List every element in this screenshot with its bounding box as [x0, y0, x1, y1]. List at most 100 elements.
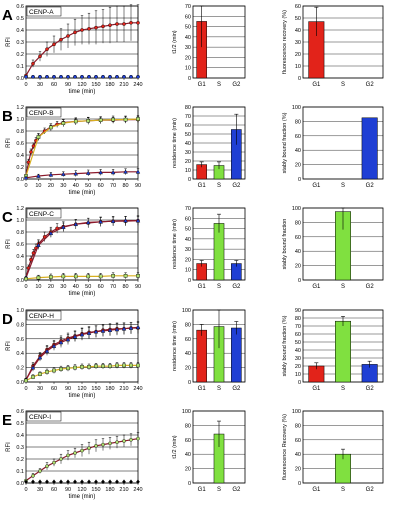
data-point [94, 443, 98, 448]
data-point [52, 368, 56, 373]
data-point [80, 28, 84, 32]
plot-frame [302, 106, 384, 180]
y-tick-label: 60 [185, 14, 191, 20]
y-tick-label: 90 [295, 308, 301, 314]
data-point [87, 26, 91, 31]
y-tick-label: 20 [185, 55, 191, 61]
y-tick-label: 20 [185, 366, 191, 372]
data-point [31, 61, 35, 66]
data-point [44, 348, 50, 353]
data-point [107, 327, 113, 332]
data-point [94, 25, 98, 30]
y-tick-label: 0.6 [16, 141, 24, 147]
data-point [122, 479, 126, 485]
x-tick-label: 90 [135, 284, 141, 290]
panel-1-1: 0 10 20 30 40 50 60 70 80 residence time (min) G1 S… [172, 105, 246, 189]
data-point [73, 365, 77, 370]
series-1 [24, 479, 140, 485]
data-point [123, 218, 128, 223]
data-point [108, 479, 112, 485]
series-0 [24, 215, 140, 281]
category-label: G1 [198, 487, 207, 493]
y-axis-label: stably bound fraction [282, 219, 288, 270]
y-tick-label: 0.2 [16, 266, 24, 272]
fit-curve [25, 275, 138, 280]
category-label: G2 [232, 386, 241, 392]
panel-letter: A [2, 7, 13, 24]
y-tick-label: 20 [295, 163, 301, 169]
plot-frame [25, 309, 139, 383]
x-tick-label: 30 [37, 386, 43, 392]
category-label: G1 [312, 386, 321, 392]
data-point [49, 275, 53, 279]
data-point [80, 479, 84, 485]
category-label: S [341, 487, 345, 493]
data-point [86, 118, 91, 123]
bar-g1 [196, 329, 207, 383]
data-point [80, 365, 84, 369]
y-tick-label: 0.4 [16, 28, 24, 34]
y-tick-label: 0.4 [16, 433, 24, 439]
panel-0-1: 0 10 20 30 40 50 60 70 t1/2 (min) G1 S G2 [172, 4, 246, 88]
category-label: G1 [312, 284, 321, 290]
data-point [66, 75, 70, 79]
y-tick-label: 40 [295, 148, 301, 154]
panel-letter: C [2, 209, 13, 226]
data-point [101, 442, 105, 447]
y-tick-label: 0.0 [16, 76, 24, 82]
y-tick-label: 0 [188, 177, 191, 183]
panel-0-2: 0 10 20 30 40 50 60 fluorescence recovery (%) G1… [282, 4, 384, 88]
category-label: S [217, 386, 221, 392]
y-tick-label: 0.8 [16, 230, 24, 236]
data-point [79, 332, 85, 337]
data-point [48, 230, 54, 235]
y-tick-label: 0.1 [16, 469, 24, 475]
x-tick-label: 150 [91, 386, 100, 392]
y-tick-label: 1.2 [16, 206, 24, 212]
data-point [29, 150, 33, 154]
y-axis-label: t1/2 (min) [172, 30, 178, 53]
x-tick-label: 20 [48, 183, 54, 189]
data-point [87, 446, 91, 451]
category-label: S [341, 284, 345, 290]
data-point [38, 479, 42, 485]
y-tick-label: 60 [185, 438, 191, 444]
title-box [26, 6, 62, 17]
data-point [129, 479, 133, 485]
data-point [36, 173, 41, 178]
y-tick-label: 100 [292, 409, 301, 415]
x-tick-label: 180 [105, 82, 114, 88]
data-point [122, 22, 126, 26]
x-tick-label: 20 [48, 284, 54, 290]
data-point [114, 327, 120, 332]
y-tick-label: 70 [295, 324, 301, 330]
panel-2-2: 0 20 40 60 80 100 stably bound fraction G1 S G2 [282, 206, 384, 290]
x-tick-label: 50 [85, 284, 91, 290]
data-point [73, 119, 78, 124]
y-tick-label: 0.6 [16, 409, 24, 415]
y-tick-label: 50 [185, 132, 191, 138]
y-tick-label: 70 [185, 114, 191, 120]
x-tick-label: 210 [119, 82, 128, 88]
y-tick-label: 1.0 [16, 218, 24, 224]
x-tick-label: 240 [133, 82, 142, 88]
x-tick-label: 90 [65, 82, 71, 88]
y-tick-label: 60 [295, 438, 301, 444]
category-label: G1 [198, 386, 207, 392]
data-point [98, 274, 103, 279]
x-tick-label: 30 [37, 487, 43, 493]
data-point [61, 121, 66, 125]
data-point [59, 37, 63, 42]
x-tick-label: 210 [119, 386, 128, 392]
series-2 [24, 272, 140, 281]
y-tick-label: 0.8 [16, 322, 24, 328]
data-point [115, 363, 119, 368]
category-label: S [341, 386, 345, 392]
y-tick-label: 0.5 [16, 16, 24, 22]
y-tick-label: 0.8 [16, 129, 24, 135]
y-axis-label: RFI [6, 442, 12, 452]
plot-frame [25, 106, 139, 180]
data-point [66, 479, 70, 485]
data-point [24, 75, 28, 79]
title-box [26, 107, 62, 118]
